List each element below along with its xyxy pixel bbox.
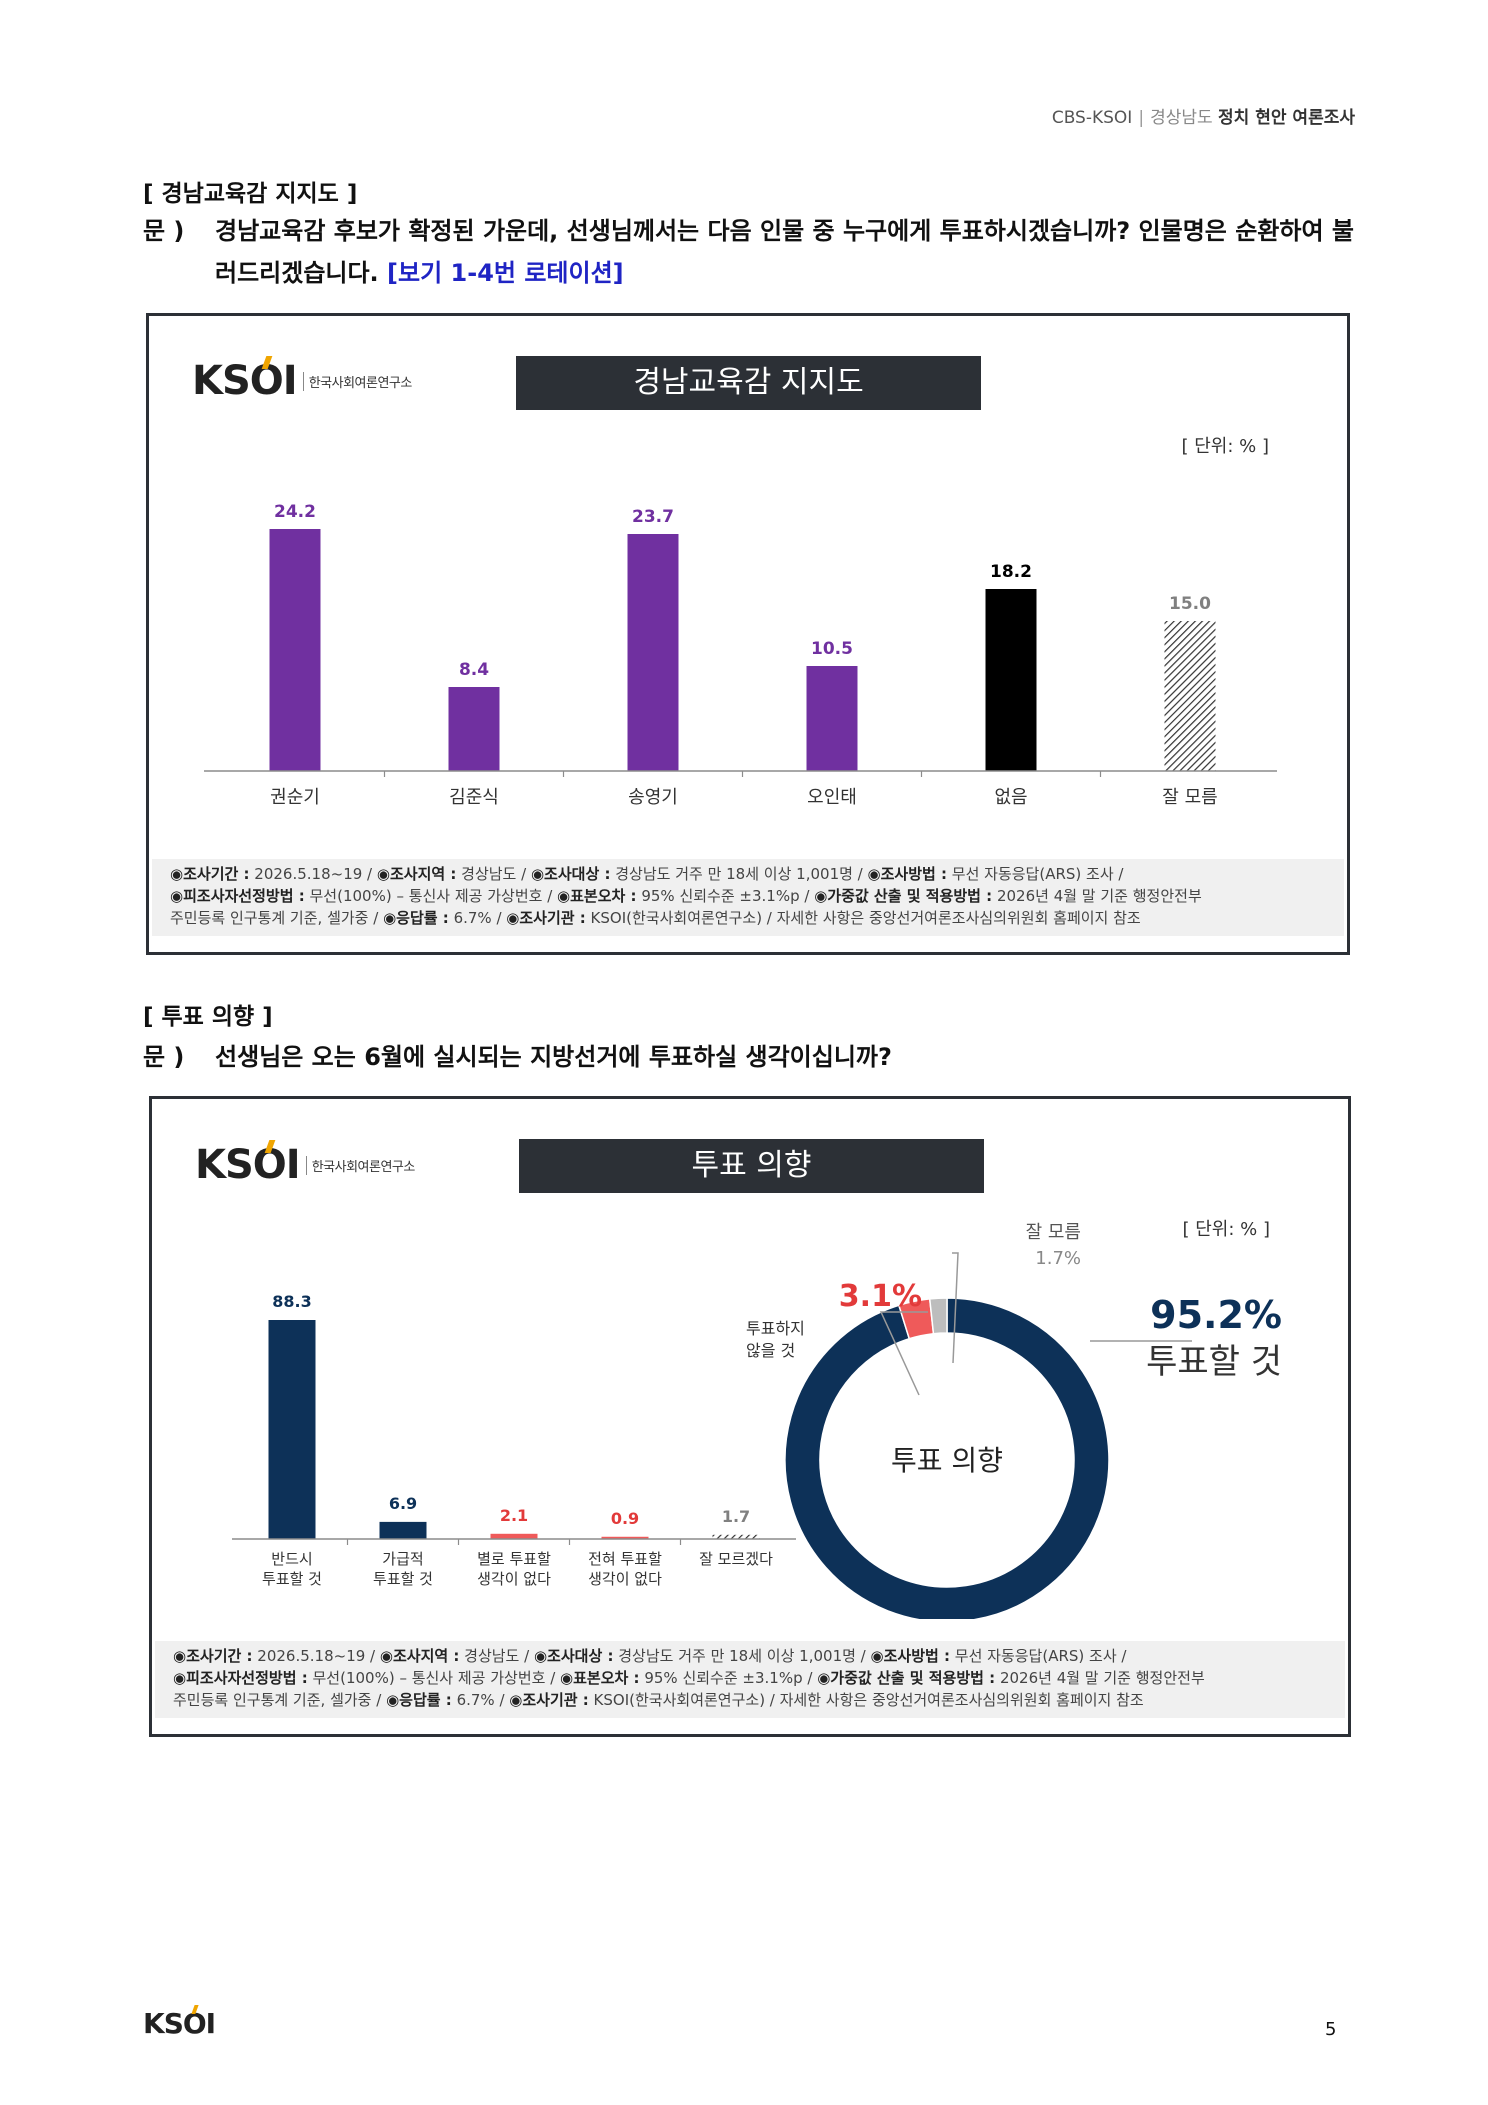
bar-1: [379, 1521, 427, 1539]
unit-label: [ 단위: % ]: [1182, 1219, 1271, 1240]
question-turnout: 문 ) 선생님은 오는 6월에 실시되는 지방선거에 투표하실 생각이십니까?: [143, 1036, 1353, 1080]
page-number: 5: [1325, 2019, 1337, 2040]
category-label: 투표할 것: [373, 1570, 433, 1588]
category-label: 없음: [994, 787, 1027, 808]
category-label: 별로 투표할: [477, 1550, 551, 1568]
logo-mark: KSOI: [195, 1140, 301, 1188]
bar-value-label: 2.1: [500, 1506, 528, 1525]
donut-label-vote-name: 투표할 것: [1146, 1342, 1282, 1382]
bar-4: [712, 1534, 760, 1539]
section-title-turnout: [ 투표 의향 ]: [143, 1004, 273, 1030]
question-text: 선생님은 오는 6월에 실시되는 지방선거에 투표하실 생각이십니까?: [215, 1043, 892, 1071]
survey-info: ◉조사기간 : 2026.5.18~19 / ◉조사지역 : 경상남도 / ◉조…: [155, 1641, 1345, 1718]
bar-value-label: 8.4: [459, 660, 489, 680]
chart-support-panel: KSOI 한국사회여론연구소 경남교육감 지지도 [ 단위: % ] 24.2 권…: [146, 313, 1350, 955]
category-label: 잘 모름: [1162, 787, 1217, 808]
category-label: 생각이 없다: [588, 1570, 662, 1588]
bar-value-label: 23.7: [632, 507, 674, 527]
donut-label-dk-pct: 1.7%: [1035, 1248, 1081, 1269]
ksoi-logo: KSOI 한국사회여론연구소: [192, 356, 412, 404]
category-label: 오인태: [807, 787, 857, 808]
bar-value-label: 15.0: [1169, 594, 1211, 614]
category-label: 가급적: [382, 1550, 423, 1568]
survey-info: ◉조사기간 : 2026.5.18~19 / ◉조사지역 : 경상남도 / ◉조…: [152, 859, 1344, 936]
bar-value-label: 1.7: [722, 1507, 750, 1526]
donut-label-vote-pct: 95.2%: [1150, 1293, 1282, 1337]
leader-line-dk: [952, 1252, 959, 1364]
bar-value-label: 24.2: [274, 502, 316, 522]
support-bar-chart: 24.2 권순기 8.4 김준식 23.7 송영기 10.5 오인태 18.2 없음 15.0 잘 모…: [204, 502, 1277, 808]
bar-value-label: 6.9: [389, 1494, 417, 1513]
chart-turnout-panel: KSOI 한국사회여론연구소 투표 의향 [ 단위: % ] 88.3 반드시 투표…: [149, 1096, 1351, 1737]
rotation-note: [보기 1-4번 로테이션]: [387, 259, 624, 287]
bar-0: [269, 529, 321, 771]
donut-slice-2: [928, 1297, 948, 1335]
ksoi-logo: KSOI 한국사회여론연구소: [195, 1140, 415, 1188]
bar-value-label: 18.2: [990, 562, 1032, 582]
donut-center-label: 투표 의향: [891, 1444, 1003, 1477]
section-title-support: [ 경남교육감 지지도 ]: [143, 181, 358, 207]
bar-value-label: 88.3: [272, 1292, 311, 1311]
header-topic: 정치 현안 여론조사: [1218, 108, 1355, 128]
logo-subtitle: 한국사회여론연구소: [305, 1155, 415, 1175]
question-label: 문 ): [143, 1043, 185, 1071]
logo-subtitle: 한국사회여론연구소: [302, 371, 412, 391]
category-label: 생각이 없다: [477, 1570, 551, 1588]
category-label: 투표할 것: [262, 1570, 322, 1588]
leader-line-novote: [879, 1311, 928, 1396]
category-label: 반드시: [271, 1550, 312, 1568]
bar-3: [806, 666, 858, 771]
running-header: CBS-KSOI | 경상남도 정치 현안 여론조사: [1052, 103, 1355, 128]
donut-slice-0: [784, 1297, 1110, 1619]
bar-0: [268, 1320, 316, 1539]
question-text: 경남교육감 후보가 확정된 가운데, 선생님께서는 다음 인물 중 누구에게 투…: [215, 217, 1354, 287]
header-org: CBS-KSOI: [1051, 108, 1133, 128]
donut-label-novote-name: 투표하지: [746, 1319, 805, 1338]
category-label: 잘 모르겠다: [699, 1550, 773, 1568]
bar-2: [627, 534, 679, 771]
bar-value-label: 10.5: [811, 639, 853, 659]
category-label: 전혀 투표할: [588, 1550, 662, 1568]
donut-label-novote-pct: 3.1%: [839, 1279, 922, 1314]
category-label: 권순기: [270, 787, 320, 808]
question-label: 문 ): [143, 217, 185, 245]
chart-banner: 투표 의향: [519, 1139, 984, 1193]
category-label: 송영기: [628, 787, 678, 808]
bar-4: [985, 589, 1037, 771]
bar-2: [490, 1533, 538, 1539]
donut-label-dk-name: 잘 모름: [1026, 1222, 1081, 1243]
bar-1: [448, 687, 500, 771]
bar-value-label: 0.9: [611, 1509, 639, 1528]
chart-banner: 경남교육감 지지도: [516, 356, 981, 410]
page-footer-logo: KSOI: [143, 2005, 216, 2040]
bar-5: [1164, 621, 1216, 771]
header-separator: |: [1138, 108, 1145, 128]
header-region: 경상남도: [1150, 108, 1213, 128]
bar-3: [601, 1536, 649, 1539]
logo-mark: KSOI: [192, 356, 298, 404]
donut-label-novote-name2: 않을 것: [746, 1341, 795, 1360]
question-support: 문 ) 경남교육감 후보가 확정된 가운데, 선생님께서는 다음 인물 중 누구…: [143, 210, 1354, 300]
category-label: 김준식: [449, 787, 499, 808]
unit-label: [ 단위: % ]: [1181, 436, 1270, 457]
